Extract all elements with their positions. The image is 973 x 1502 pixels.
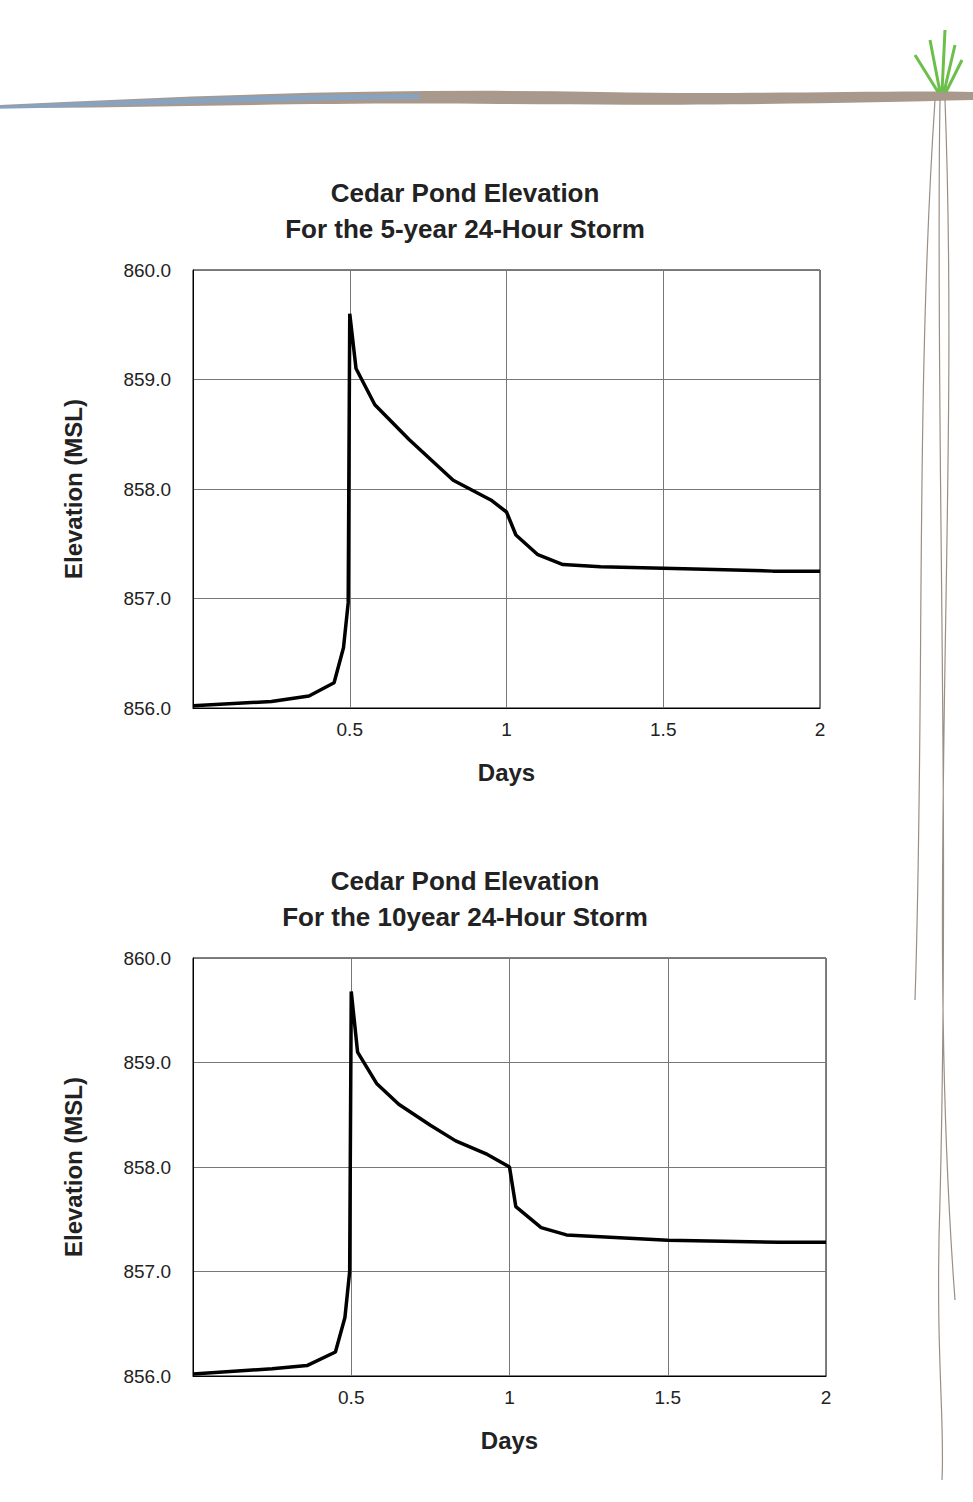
- svg-text:1: 1: [504, 1387, 515, 1408]
- svg-text:857.0: 857.0: [123, 1261, 171, 1282]
- svg-text:Elevation (MSL): Elevation (MSL): [60, 399, 87, 579]
- svg-text:Cedar Pond Elevation: Cedar Pond Elevation: [331, 178, 600, 208]
- svg-text:858.0: 858.0: [123, 479, 171, 500]
- svg-text:2: 2: [821, 1387, 832, 1408]
- svg-text:859.0: 859.0: [123, 369, 171, 390]
- svg-text:Days: Days: [478, 759, 535, 786]
- svg-text:Cedar Pond Elevation: Cedar Pond Elevation: [331, 866, 600, 896]
- svg-text:1.5: 1.5: [655, 1387, 681, 1408]
- svg-text:For the 10year 24-Hour Storm: For the 10year 24-Hour Storm: [282, 902, 648, 932]
- svg-text:860.0: 860.0: [123, 260, 171, 281]
- svg-text:860.0: 860.0: [123, 948, 171, 969]
- svg-text:856.0: 856.0: [123, 1366, 171, 1387]
- svg-text:859.0: 859.0: [123, 1052, 171, 1073]
- svg-text:0.5: 0.5: [337, 719, 363, 740]
- svg-text:Days: Days: [481, 1427, 538, 1454]
- svg-text:Elevation (MSL): Elevation (MSL): [60, 1077, 87, 1257]
- svg-text:857.0: 857.0: [123, 588, 171, 609]
- svg-text:856.0: 856.0: [123, 698, 171, 719]
- svg-text:For the 5-year 24-Hour Storm: For the 5-year 24-Hour Storm: [285, 214, 645, 244]
- svg-text:2: 2: [815, 719, 826, 740]
- svg-text:1.5: 1.5: [650, 719, 676, 740]
- svg-text:858.0: 858.0: [123, 1157, 171, 1178]
- svg-text:0.5: 0.5: [338, 1387, 364, 1408]
- svg-text:1: 1: [501, 719, 512, 740]
